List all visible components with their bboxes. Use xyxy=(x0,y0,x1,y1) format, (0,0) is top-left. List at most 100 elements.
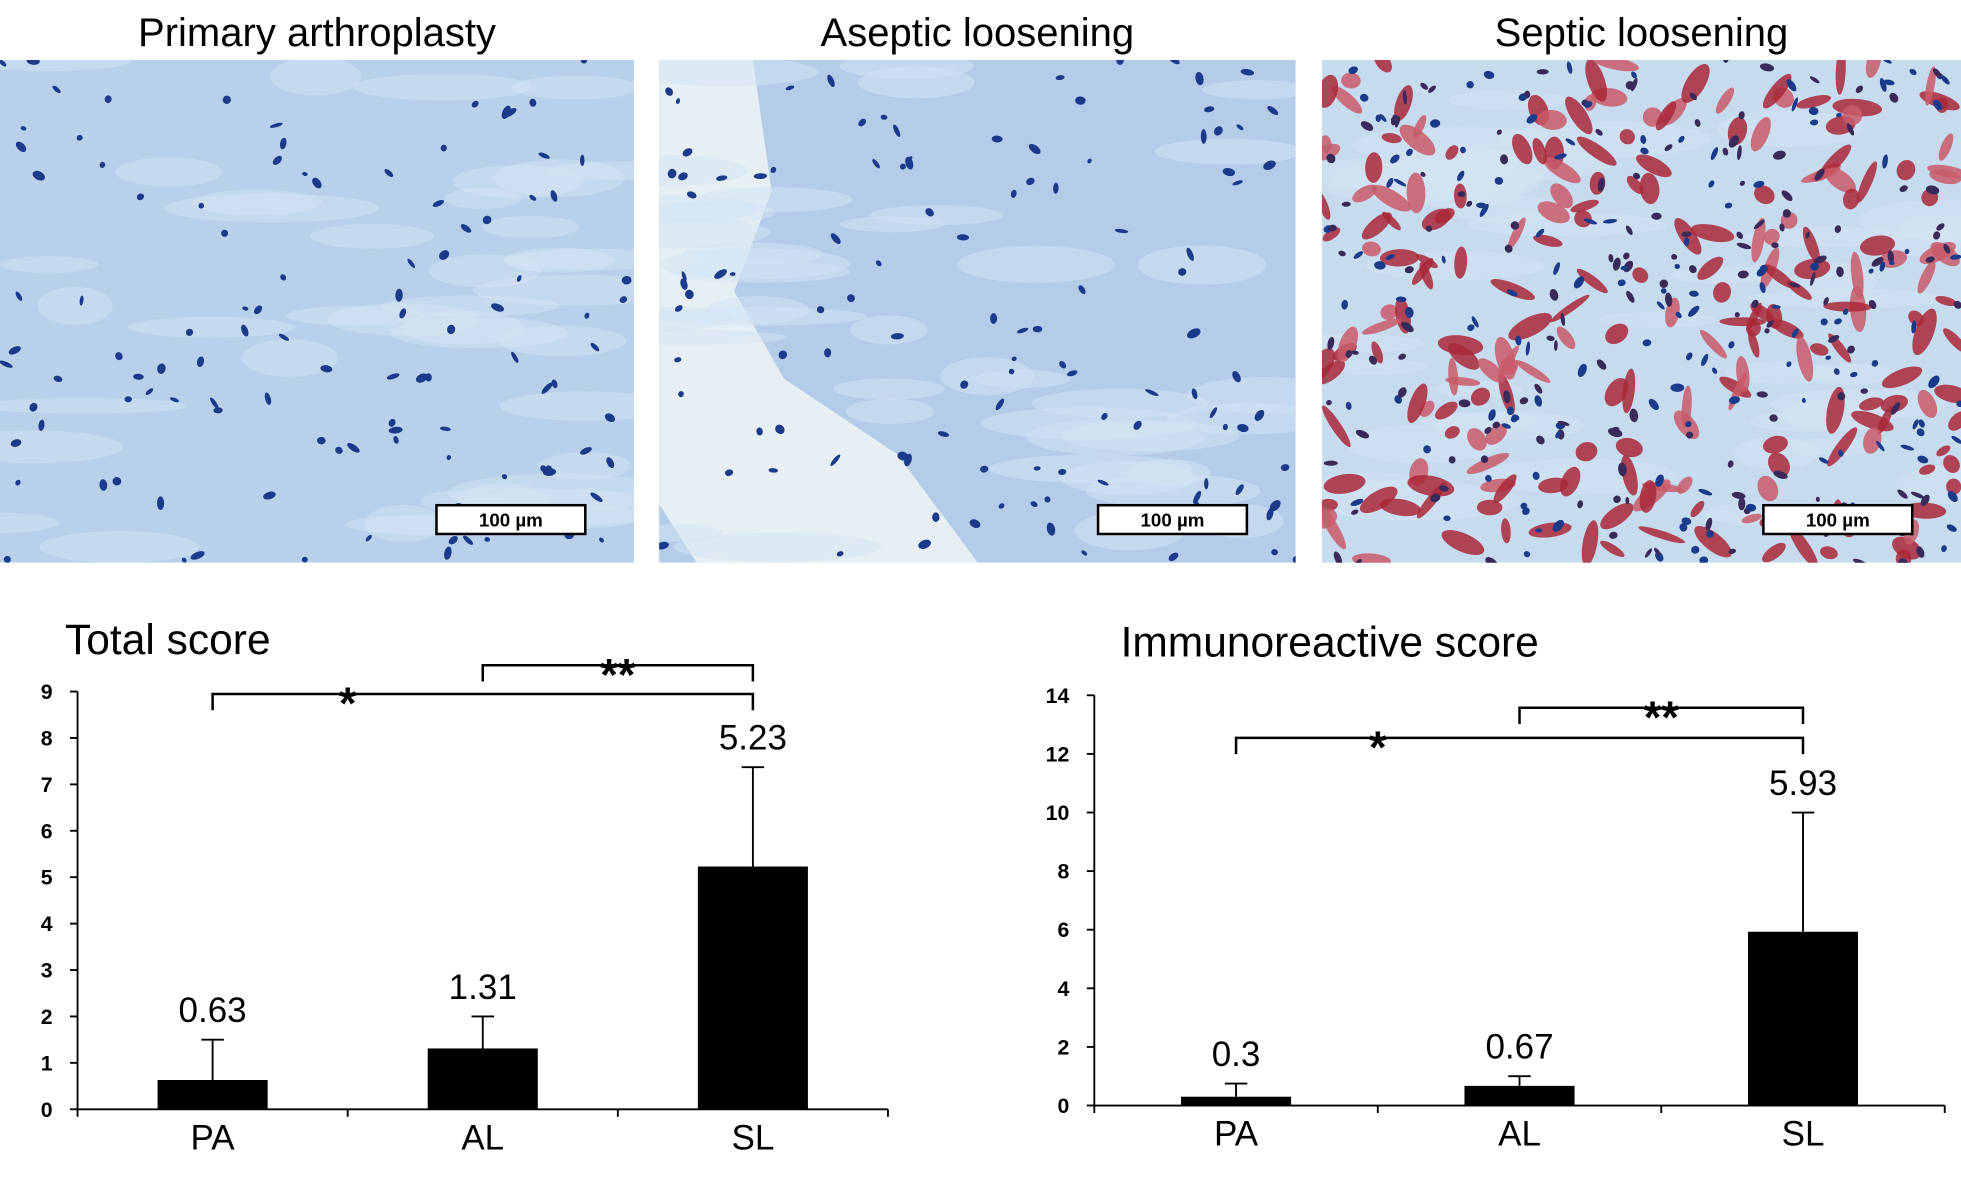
significance-bracket xyxy=(481,664,755,682)
y-tick-label: 2 xyxy=(1057,1035,1069,1059)
tissue-gap xyxy=(659,59,978,563)
nucleus xyxy=(1053,182,1059,194)
nucleus xyxy=(316,436,326,445)
nucleus xyxy=(604,413,616,423)
nucleus xyxy=(1326,153,1336,164)
stained-cell xyxy=(1556,326,1576,350)
nucleus xyxy=(606,457,615,469)
significance-label: * xyxy=(339,678,357,729)
stained-cell xyxy=(1754,185,1775,205)
nucleus xyxy=(1723,59,1729,63)
nucleus xyxy=(1577,363,1587,378)
nucleus xyxy=(1731,491,1746,499)
stained-cell xyxy=(1880,394,1908,413)
nucleus xyxy=(1360,121,1374,131)
fiber xyxy=(1154,138,1296,165)
stained-cell xyxy=(1632,267,1649,283)
nucleus xyxy=(104,95,112,104)
nucleus xyxy=(580,446,592,455)
value-label: 0.63 xyxy=(179,991,247,1030)
nucleus xyxy=(1460,146,1466,154)
nucleus xyxy=(1728,135,1740,148)
nucleus xyxy=(1479,203,1489,217)
nucleus xyxy=(1351,350,1359,355)
nucleus xyxy=(1642,339,1652,347)
nucleus xyxy=(960,380,969,389)
nucleus xyxy=(1912,419,1919,430)
stained-cell xyxy=(1810,343,1829,356)
nucleus xyxy=(1515,335,1522,346)
nucleus xyxy=(1876,440,1885,452)
nucleus xyxy=(1910,491,1925,499)
nucleus xyxy=(1860,388,1868,394)
nucleus xyxy=(1620,265,1629,271)
stained-cell xyxy=(1454,246,1468,279)
stained-cell xyxy=(1763,228,1780,245)
nucleus xyxy=(580,59,588,64)
nucleus xyxy=(1956,400,1961,408)
nucleus xyxy=(1773,470,1788,479)
nucleus xyxy=(1842,308,1849,315)
nucleus xyxy=(1887,250,1894,264)
fiber xyxy=(511,75,635,100)
nucleus xyxy=(529,98,537,107)
stained-cell xyxy=(1748,329,1760,358)
nucleus xyxy=(1328,224,1337,232)
stained-cell xyxy=(1337,326,1359,363)
nucleus xyxy=(682,148,693,157)
nucleus xyxy=(1724,202,1733,209)
nucleus xyxy=(1595,128,1603,136)
nucleus xyxy=(1710,147,1719,161)
nucleus xyxy=(365,534,372,542)
stained-cell xyxy=(1946,478,1961,495)
nucleus xyxy=(1909,68,1917,76)
nucleus xyxy=(1815,496,1820,502)
nucleus xyxy=(1659,279,1669,289)
nucleus xyxy=(1947,491,1958,502)
stained-cell xyxy=(1570,199,1599,213)
nucleus xyxy=(1484,426,1492,434)
fiber xyxy=(1137,245,1267,285)
nucleus xyxy=(1522,507,1530,516)
nucleus xyxy=(1825,355,1832,360)
stained-cell xyxy=(1757,475,1779,502)
nucleus xyxy=(1560,313,1566,327)
nucleus xyxy=(1674,263,1680,270)
nucleus xyxy=(1773,150,1786,160)
stained-cell xyxy=(1699,329,1727,359)
nucleus xyxy=(1836,266,1844,278)
nucleus xyxy=(824,348,832,358)
nucleus xyxy=(1759,282,1766,293)
x-tick-label: AL xyxy=(1498,1115,1541,1154)
nucleus xyxy=(1254,409,1265,421)
nucleus xyxy=(716,175,728,181)
nucleus xyxy=(1847,345,1855,354)
stained-cell xyxy=(1550,183,1573,209)
nucleus xyxy=(1429,119,1441,128)
nucleus xyxy=(269,122,283,128)
bar xyxy=(1464,1085,1575,1106)
nucleus xyxy=(1694,119,1701,127)
nucleus xyxy=(1081,550,1088,556)
bar xyxy=(1181,1096,1292,1106)
nucleus xyxy=(1557,420,1570,426)
nucleus xyxy=(1067,370,1078,377)
nucleus xyxy=(729,272,736,276)
nucleus xyxy=(1510,415,1518,423)
stained-cell xyxy=(1919,464,1936,475)
fiber xyxy=(37,287,113,325)
fiber xyxy=(0,512,60,534)
nucleus xyxy=(1213,126,1223,136)
nucleus xyxy=(770,166,777,173)
nucleus xyxy=(439,426,451,432)
nucleus xyxy=(1745,503,1757,512)
fiber xyxy=(673,532,882,562)
nucleus xyxy=(503,108,517,118)
nucleus xyxy=(1612,426,1620,432)
nucleus xyxy=(1573,276,1585,289)
nucleus xyxy=(1355,429,1370,439)
nucleus xyxy=(1428,85,1436,93)
stained-cell xyxy=(1604,378,1629,407)
nucleus xyxy=(1520,502,1528,510)
nucleus xyxy=(388,426,403,434)
